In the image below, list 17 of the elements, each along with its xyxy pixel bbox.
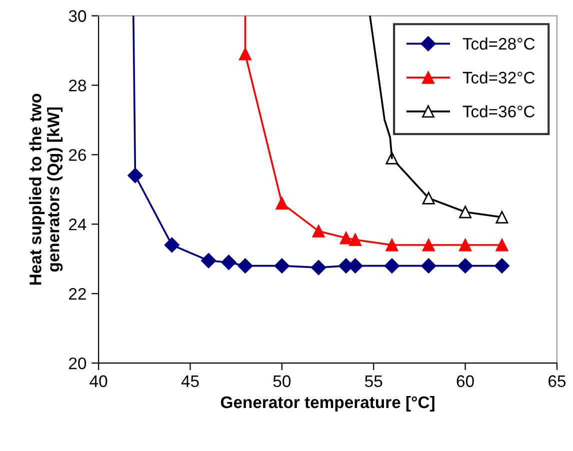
x-tick-label: 60 — [456, 375, 474, 388]
x-tick-label: 55 — [364, 375, 382, 388]
x-tick-label: 50 — [273, 375, 291, 388]
legend-label: Tcd=36°C — [462, 105, 535, 118]
y-tick-label: 30 — [68, 10, 86, 22]
y-tick-label: 20 — [69, 357, 86, 370]
x-axis-title: Generator temperature [°C] — [220, 396, 434, 412]
y-axis-title: Heat supplied to the two generators (Qg) [kW] — [29, 94, 63, 285]
legend-label: Tcd=28°C — [462, 37, 535, 50]
y-tick-label: 22 — [69, 288, 86, 300]
y-tick-label: 28 — [69, 80, 86, 92]
x-tick-label: 65 — [548, 375, 566, 388]
y-tick-label: 24 — [69, 218, 86, 230]
legend-label: Tcd=32°C — [462, 71, 535, 84]
y-tick-label: 26 — [69, 149, 86, 161]
x-tick-label: 40 — [90, 375, 108, 388]
x-tick-label: 45 — [181, 375, 199, 388]
